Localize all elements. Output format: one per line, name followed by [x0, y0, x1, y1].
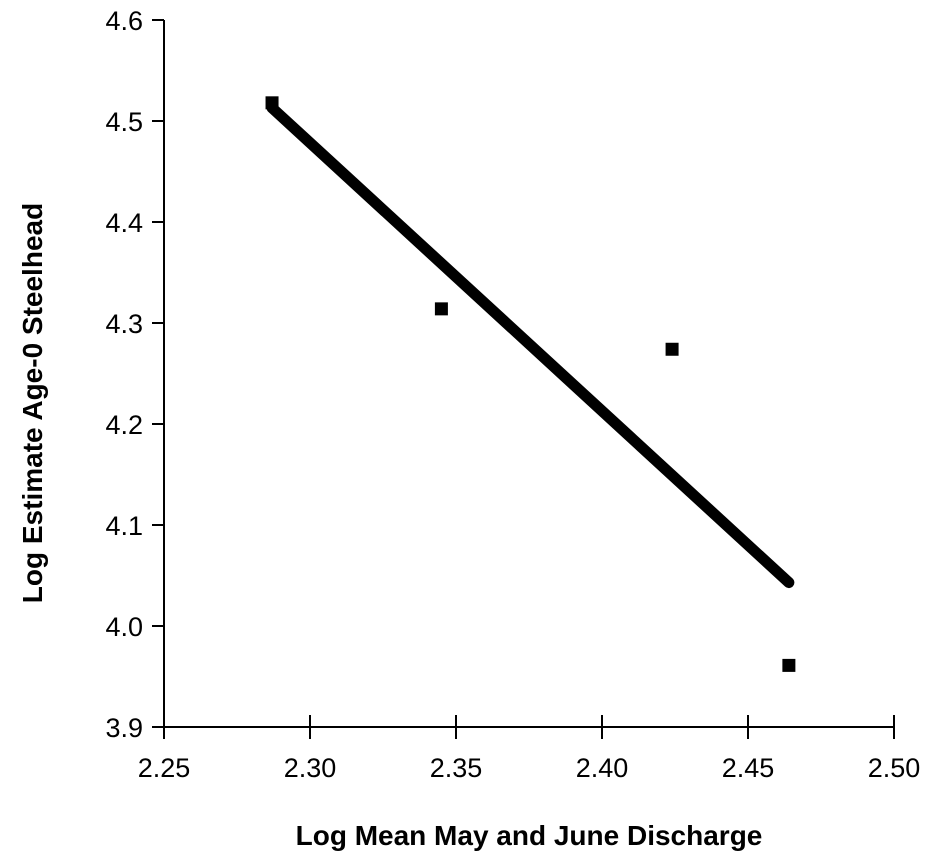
y-tick-label-4: 4.3	[105, 309, 143, 339]
y-tick-label-5: 4.4	[105, 208, 143, 238]
data-point-0	[265, 96, 279, 110]
y-tick-label-6: 4.5	[105, 107, 143, 137]
y-tick-label-7: 4.6	[105, 6, 143, 36]
y-tick-label-3: 4.2	[105, 410, 143, 440]
x-axis-title: Log Mean May and June Discharge	[296, 820, 763, 851]
x-tick-label-4: 2.45	[722, 753, 775, 783]
y-tick-label-0: 3.9	[105, 713, 143, 743]
trendline-group	[266, 102, 795, 589]
y-axis-title: Log Estimate Age-0 Steelhead	[17, 203, 48, 603]
data-points	[265, 96, 796, 672]
axes	[163, 20, 894, 728]
x-tick-label-0: 2.25	[138, 753, 191, 783]
x-tick-label-3: 2.40	[576, 753, 629, 783]
y-tick-label-2: 4.1	[105, 511, 143, 541]
x-tick-label-5: 2.50	[868, 753, 921, 783]
data-point-3	[782, 658, 796, 672]
data-point-1	[434, 302, 448, 316]
tick-marks	[152, 19, 895, 739]
x-tick-label-1: 2.30	[284, 753, 337, 783]
trendline	[266, 102, 795, 589]
x-tick-label-2: 2.35	[430, 753, 483, 783]
tick-labels: 2.25 2.30 2.35 2.40 2.45 2.50 3.9 4.0 4.1 4.2 4.3 4…	[105, 6, 920, 783]
data-point-2	[665, 342, 679, 356]
y-tick-label-1: 4.0	[105, 612, 143, 642]
